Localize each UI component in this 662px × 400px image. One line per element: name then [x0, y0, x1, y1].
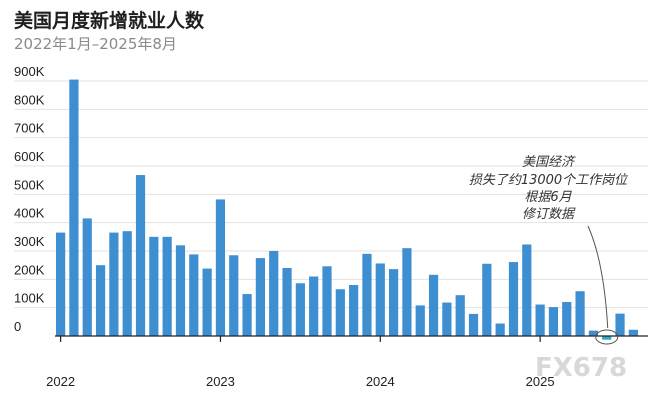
bar	[522, 244, 532, 336]
annotation-line: 修订数据	[522, 207, 576, 222]
bar	[389, 269, 399, 336]
bar	[535, 304, 545, 336]
bar	[175, 245, 186, 336]
annotation-line: 损失了约13000个工作岗位	[469, 172, 629, 188]
bar	[149, 236, 159, 336]
bars	[56, 79, 638, 340]
y-tick-label: 100K	[14, 291, 45, 306]
y-tick-label: 700K	[14, 121, 45, 136]
bar	[309, 276, 319, 336]
bar	[282, 268, 292, 336]
bar	[215, 199, 226, 336]
bar	[122, 231, 132, 336]
y-tick-label: 400K	[14, 206, 45, 221]
bar	[615, 313, 625, 336]
annotation-line: 根据6月	[524, 190, 572, 205]
bar	[229, 255, 239, 336]
bar	[562, 302, 572, 336]
bar	[495, 323, 505, 336]
y-tick-label: 800K	[14, 92, 45, 107]
bar	[189, 254, 199, 336]
bar	[548, 307, 559, 336]
bar	[442, 302, 452, 336]
bar	[162, 236, 172, 336]
bar	[95, 265, 106, 336]
bar	[255, 258, 265, 336]
bar	[109, 232, 119, 336]
bar	[468, 313, 479, 336]
x-tick-label: 2024	[366, 374, 395, 389]
bar	[56, 232, 66, 336]
chart-subtitle: 2022年1月–2025年8月	[14, 35, 177, 53]
bar	[69, 79, 79, 336]
watermark-text: FX678	[535, 353, 627, 383]
bar	[628, 329, 638, 336]
x-tick-label: 2025	[526, 374, 555, 389]
bar	[349, 285, 359, 336]
y-tick-label: 600K	[14, 149, 45, 164]
bar	[508, 262, 519, 336]
y-tick-label: 500K	[14, 177, 45, 192]
annotation-leader-line	[587, 225, 609, 329]
x-axis-ticks: 2022 2023 2024 2025	[46, 336, 555, 389]
x-tick-label: 2023	[206, 374, 235, 389]
bar	[242, 294, 252, 336]
bar	[269, 251, 279, 336]
bar	[322, 266, 332, 336]
annotation-line: 美国经济	[522, 155, 576, 170]
bar	[202, 268, 212, 336]
bar	[482, 263, 492, 336]
bar	[375, 263, 385, 336]
y-tick-label: 900K	[14, 64, 45, 79]
y-axis-labels: 0 100K 200K 300K 400K 500K 600K 700K 800K 900K	[14, 64, 45, 334]
bar	[135, 175, 146, 336]
bar	[455, 295, 465, 336]
bar	[362, 253, 372, 336]
bar	[415, 305, 425, 336]
x-tick-label: 2022	[46, 374, 75, 389]
chart-title: 美国月度新增就业人数	[14, 10, 205, 32]
y-tick-label: 300K	[14, 234, 45, 249]
bar	[588, 330, 598, 336]
bar	[82, 218, 92, 336]
y-tick-label: 200K	[14, 262, 45, 277]
bar	[295, 283, 305, 336]
annotation-circle	[595, 329, 619, 345]
bar-highlighted	[602, 336, 612, 340]
y-tick-label: 0	[14, 319, 21, 334]
bar	[335, 289, 345, 336]
bar	[402, 248, 412, 336]
bar	[575, 291, 585, 336]
bar	[428, 274, 439, 336]
